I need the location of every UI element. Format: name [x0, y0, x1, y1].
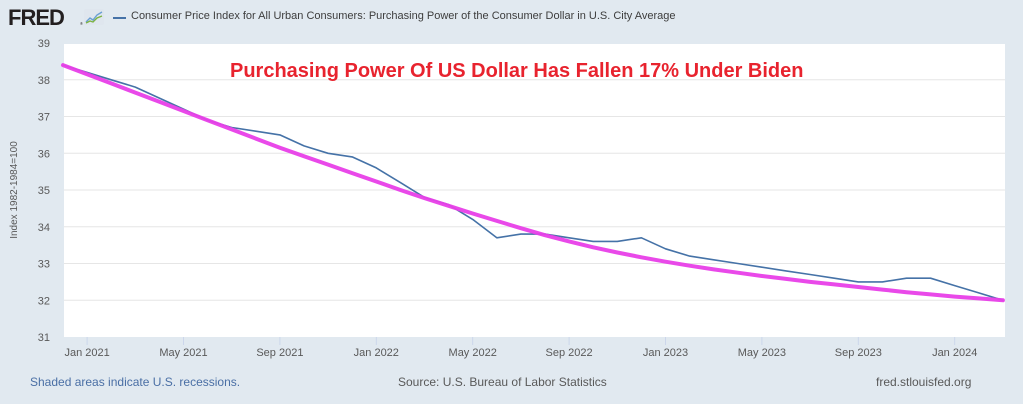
chart-line-icon	[84, 9, 104, 25]
y-axis-ticks: 31 32 33 34 35 36 37 38 39	[38, 38, 50, 344]
x-axis-ticks: Jan 2021 May 2021 Sep 2021 Jan 2022 May 2022…	[64, 337, 977, 359]
registered-mark: ®	[80, 21, 83, 26]
x-tick-label: Jan 2021	[64, 347, 109, 359]
legend-series-swatch	[113, 17, 126, 19]
y-tick-label: 38	[38, 75, 50, 87]
x-tick-label: Jan 2023	[643, 347, 688, 359]
x-tick-label: Jan 2022	[354, 347, 399, 359]
x-tick-label: Jan 2024	[932, 347, 977, 359]
recession-note-link[interactable]: Shaded areas indicate U.S. recessions.	[30, 375, 241, 389]
fred-logo[interactable]: FRED	[8, 5, 65, 30]
x-tick-label: Sep 2022	[546, 347, 593, 359]
y-axis-label: Index 1982-1984=100	[9, 141, 20, 239]
y-tick-label: 36	[38, 148, 50, 160]
y-tick-label: 33	[38, 259, 50, 271]
x-tick-label: Sep 2023	[835, 347, 882, 359]
x-tick-label: May 2023	[738, 347, 786, 359]
x-tick-label: May 2022	[449, 347, 497, 359]
series-line-trend-annotation	[61, 63, 1005, 303]
y-tick-label: 37	[38, 112, 50, 124]
source-text: Source: U.S. Bureau of Labor Statistics	[398, 375, 607, 389]
line-chart: 31 32 33 34 35 36 37 38 39 Jan 2021 May 2021 Sep 2…	[9, 38, 1005, 359]
site-url[interactable]: fred.stlouisfed.org	[876, 375, 972, 389]
series-lines	[61, 63, 1005, 303]
chart-annotation-title: Purchasing Power Of US Dollar Has Fallen…	[230, 60, 803, 82]
x-tick-label: Sep 2021	[256, 347, 303, 359]
y-tick-label: 34	[38, 222, 50, 234]
y-tick-label: 32	[38, 295, 50, 307]
grid-lines	[64, 79, 1005, 301]
legend-series-label[interactable]: Consumer Price Index for All Urban Consu…	[131, 10, 676, 22]
x-tick-label: May 2021	[159, 347, 207, 359]
y-tick-label: 35	[38, 185, 50, 197]
chart-header: FRED ® Consumer Price Index for All Urba…	[0, 0, 1023, 34]
y-tick-label: 39	[38, 38, 50, 50]
y-tick-label: 31	[38, 332, 50, 344]
